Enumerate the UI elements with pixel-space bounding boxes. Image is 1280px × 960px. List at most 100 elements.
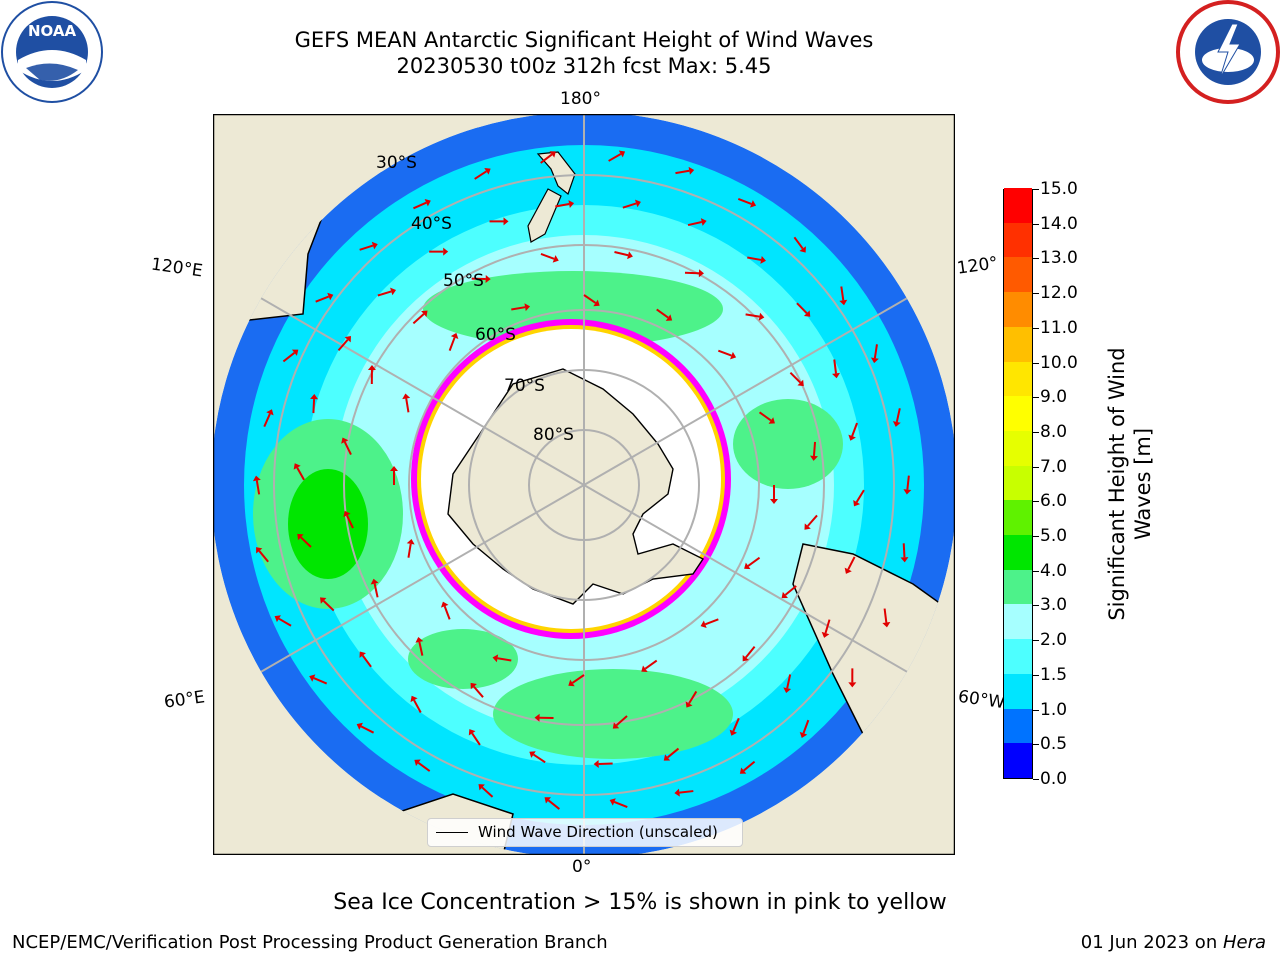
forecast-info: 20230530 t00z 312h fcst Max: 5.45 bbox=[396, 54, 772, 78]
wind-arrow-shaft bbox=[360, 725, 375, 734]
map-canvas: 30°S 40°S 50°S 60°S 70°S 80°S bbox=[213, 114, 955, 855]
colorbar-tick-mark bbox=[1033, 709, 1039, 711]
lat-label-80s: 80°S bbox=[533, 425, 574, 445]
wind-arrow-head bbox=[768, 417, 775, 424]
colorbar-tick-label: 1.0 bbox=[1040, 699, 1068, 720]
wind-arrow-shaft bbox=[471, 732, 481, 746]
wind-arrow-head bbox=[341, 437, 349, 444]
noaa-logo: NOAA bbox=[1, 1, 103, 103]
wind-arrow-shaft bbox=[258, 550, 269, 563]
wind-arrow-head bbox=[665, 314, 673, 321]
wind-arrow-shaft bbox=[337, 339, 349, 352]
wind-arrow-head bbox=[478, 784, 485, 791]
colorbar-bin bbox=[1004, 430, 1032, 466]
wind-arrow-shaft bbox=[300, 536, 312, 548]
wave-patch bbox=[493, 669, 733, 759]
wind-arrow-head bbox=[839, 299, 848, 306]
wind-arrow-head bbox=[618, 150, 626, 158]
wind-arrow-shaft bbox=[373, 583, 379, 598]
wind-arrow-shaft bbox=[343, 441, 352, 455]
lon-label-120e: 120°E bbox=[149, 254, 204, 282]
colorbar-tick-mark bbox=[1033, 570, 1039, 572]
wind-arrow-head bbox=[760, 256, 766, 264]
wind-arrow-shaft bbox=[732, 717, 740, 732]
wind-arrow-head bbox=[274, 615, 281, 623]
colorbar-bin bbox=[1004, 500, 1032, 536]
wind-arrow-shaft bbox=[377, 290, 392, 297]
new-zealand-south bbox=[527, 188, 562, 243]
colorbar bbox=[1003, 188, 1033, 779]
wind-wave-arrows bbox=[252, 150, 912, 810]
wind-arrow-head bbox=[803, 310, 811, 317]
wind-arrow-head bbox=[832, 372, 840, 379]
antarctica-landmass bbox=[447, 368, 705, 605]
wind-arrow-head bbox=[730, 351, 737, 360]
wind-arrow-shaft bbox=[666, 747, 680, 759]
wind-arrow-head bbox=[809, 455, 818, 461]
wind-arrow-head bbox=[821, 631, 830, 638]
wind-arrow-head bbox=[503, 217, 509, 226]
wind-arrow-head bbox=[797, 379, 804, 387]
wave-patch-peak bbox=[288, 469, 368, 579]
wind-arrow-shaft bbox=[407, 543, 412, 558]
wind-arrow-shaft bbox=[745, 313, 760, 318]
legend-line-sample bbox=[436, 832, 468, 833]
wind-arrow-head bbox=[534, 713, 540, 722]
colorbar-tick-label: 2.0 bbox=[1040, 630, 1068, 651]
colorbar-bin bbox=[1004, 257, 1032, 293]
wind-arrow-head bbox=[552, 255, 559, 263]
svg-text:NOAA: NOAA bbox=[28, 22, 77, 40]
colorbar-tick-mark bbox=[1033, 466, 1039, 468]
colorbar-bin bbox=[1004, 708, 1032, 744]
colorbar-tick-label: 1.5 bbox=[1040, 664, 1068, 685]
wind-arrow-head bbox=[685, 701, 693, 708]
wind-arrow-head bbox=[371, 241, 378, 250]
lat-label-70s: 70°S bbox=[504, 376, 545, 396]
wind-arrow-shaft bbox=[840, 286, 845, 301]
wind-arrow-head bbox=[900, 557, 909, 563]
colorbar-bin bbox=[1004, 569, 1032, 605]
wind-arrow-head bbox=[612, 722, 620, 729]
wind-arrow-shaft bbox=[675, 169, 690, 175]
wind-arrow-head bbox=[700, 620, 707, 629]
wind-arrow-shaft bbox=[443, 605, 451, 620]
colorbar-bin bbox=[1004, 396, 1032, 431]
wind-arrow-shaft bbox=[644, 659, 658, 670]
wind-arrow-shaft bbox=[824, 619, 831, 634]
wind-arrow-shaft bbox=[745, 645, 756, 659]
lon-label-60w: 60°W bbox=[956, 686, 1007, 714]
wind-arrow-head bbox=[674, 788, 680, 797]
colorbar-tick-label: 0.0 bbox=[1040, 769, 1068, 789]
wind-arrow-head bbox=[406, 538, 415, 545]
wind-arrow-shaft bbox=[784, 585, 797, 596]
wind-arrow-head bbox=[492, 654, 499, 663]
wind-arrow-head bbox=[744, 562, 751, 570]
colorbar-tick-label: 4.0 bbox=[1040, 560, 1068, 581]
producer-credit: NCEP/EMC/Verification Post Processing Pr… bbox=[12, 932, 608, 953]
lon-label-60e: 60°E bbox=[162, 687, 207, 713]
wind-arrow-shaft bbox=[322, 600, 335, 612]
wind-arrow-head bbox=[367, 365, 376, 371]
wind-arrow-head bbox=[799, 731, 808, 738]
wind-arrow-shaft bbox=[555, 203, 570, 208]
lat-label-50s: 50°S bbox=[443, 271, 484, 291]
wind-arrow-head bbox=[750, 200, 757, 208]
wind-arrow-head bbox=[370, 578, 379, 585]
colorbar-tick-mark bbox=[1033, 327, 1039, 329]
wind-arrow-shaft bbox=[361, 654, 372, 668]
wind-arrow-head bbox=[450, 332, 459, 339]
lat-label-40s: 40°S bbox=[411, 214, 452, 234]
wind-arrow-head bbox=[293, 463, 301, 470]
wind-arrow-head bbox=[804, 523, 811, 530]
colorbar-tick-label: 11.0 bbox=[1040, 317, 1078, 338]
wind-arrow-shaft bbox=[413, 699, 422, 713]
wind-arrow-head bbox=[698, 269, 704, 278]
wind-arrow-shaft bbox=[497, 657, 512, 662]
wind-arrow-shaft bbox=[704, 618, 719, 626]
lat-label-60s: 60°S bbox=[475, 325, 516, 345]
wind-arrow-shaft bbox=[833, 359, 837, 374]
colorbar-tick-mark bbox=[1033, 605, 1039, 607]
wind-arrow-head bbox=[781, 591, 788, 599]
host-name: Hera bbox=[1222, 932, 1266, 953]
wind-arrow-head bbox=[641, 665, 648, 672]
